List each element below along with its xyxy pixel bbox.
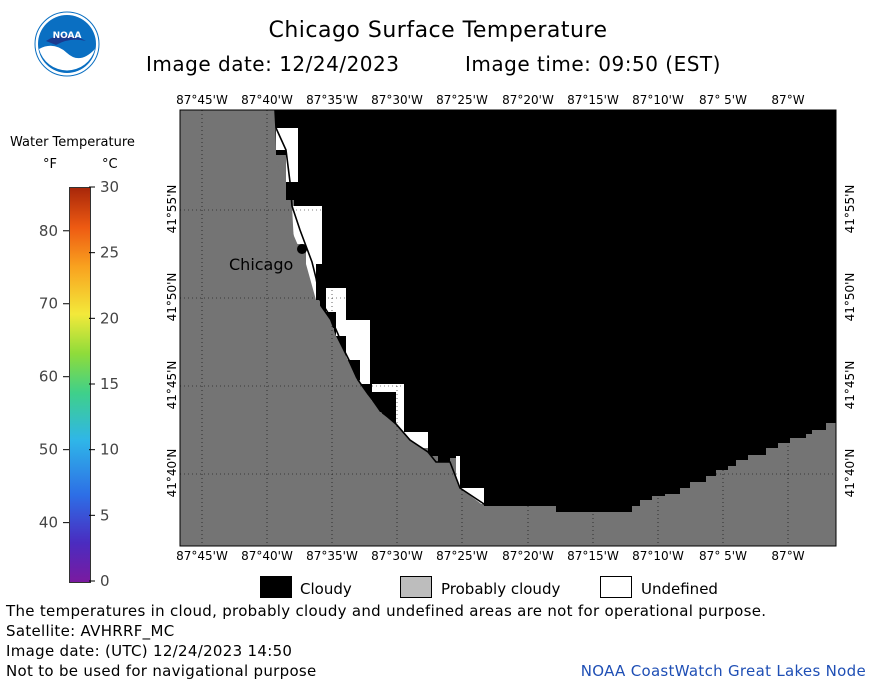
lat-label-right: 41°45'N — [843, 360, 857, 410]
lon-label-bottom: 87°10'W — [632, 549, 684, 563]
lon-label-top: 87° 5'W — [699, 93, 747, 107]
navigation-warning: Not to be used for navigational purpose — [6, 662, 317, 680]
page-title: Chicago Surface Temperature — [268, 18, 608, 43]
lon-label-bottom: 87°35'W — [306, 549, 358, 563]
lat-label-left: 41°45'N — [165, 360, 179, 410]
f-tick-label: 70 — [39, 295, 58, 313]
shoreline — [274, 109, 556, 505]
image-time-label: Image time: 09:50 (EST) — [465, 52, 721, 76]
image-date-label: Image date: 12/24/2023 — [146, 52, 400, 76]
f-tick-label: 50 — [39, 441, 58, 459]
legend-label-undefined: Undefined — [641, 580, 718, 598]
f-tick-label: 60 — [39, 368, 58, 386]
lon-label-top: 87°30'W — [371, 93, 423, 107]
lon-label-top: 87°15'W — [567, 93, 619, 107]
lat-label-right: 41°50'N — [843, 272, 857, 322]
lon-label-top: 87°10'W — [632, 93, 684, 107]
noaa-logo: NOAA — [34, 11, 100, 77]
satellite-text: Satellite: AVHRRF_MC — [6, 622, 175, 640]
colorbar-unit-f: °F — [43, 157, 57, 172]
lon-label-bottom: 87°25'W — [436, 549, 488, 563]
cloud-region — [275, 110, 836, 512]
lon-label-bottom: 87°45'W — [176, 549, 228, 563]
lat-label-right: 41°40'N — [843, 448, 857, 498]
f-tick-label: 40 — [39, 514, 58, 532]
lon-label-bottom: 87°30'W — [371, 549, 423, 563]
f-tick-label: 80 — [39, 222, 58, 240]
lat-label-left: 41°50'N — [165, 272, 179, 322]
colorbar-unit-c: °C — [102, 157, 118, 172]
lon-label-top: 87°W — [771, 93, 805, 107]
legend-swatch-cloudy — [260, 576, 292, 598]
legend-swatch-undefined — [600, 576, 632, 598]
colorbar — [69, 187, 91, 583]
lon-label-top: 87°20'W — [502, 93, 554, 107]
lat-label-left: 41°55'N — [165, 184, 179, 234]
lon-label-bottom: 87°40'W — [241, 549, 293, 563]
lon-label-bottom: 87°20'W — [502, 549, 554, 563]
chicago-label: Chicago — [229, 255, 293, 274]
legend-swatch-probably-cloudy — [400, 576, 432, 598]
chicago-marker — [297, 244, 307, 254]
c-tick-label: 10 — [100, 441, 119, 459]
lon-label-top: 87°40'W — [241, 93, 293, 107]
c-tick-label: 15 — [100, 375, 119, 393]
lon-label-top: 87°25'W — [436, 93, 488, 107]
c-tick-label: 25 — [100, 244, 119, 262]
credit-text: NOAA CoastWatch Great Lakes Node — [580, 662, 866, 680]
legend-label-cloudy: Cloudy — [300, 580, 352, 598]
c-tick-label: 5 — [100, 506, 110, 524]
colorbar-title: Water Temperature — [10, 135, 135, 150]
land-region — [180, 110, 556, 546]
lon-label-top: 87°35'W — [306, 93, 358, 107]
logo-text: NOAA — [53, 31, 82, 41]
legend-label-probably-cloudy: Probably cloudy — [441, 580, 561, 598]
lon-label-bottom: 87°W — [771, 549, 805, 563]
c-tick-label: 0 — [100, 572, 110, 590]
map-panel: Chicago — [179, 109, 837, 547]
graticule — [180, 110, 836, 546]
utc-date-text: Image date: (UTC) 12/24/2023 14:50 — [6, 642, 293, 660]
lon-label-bottom: 87° 5'W — [699, 549, 747, 563]
lon-label-top: 87°45'W — [176, 93, 228, 107]
c-tick-label: 30 — [100, 180, 119, 196]
disclaimer-text: The temperatures in cloud, probably clou… — [6, 602, 767, 620]
undefined-region — [276, 128, 484, 504]
c-tick-label: 20 — [100, 309, 119, 327]
lat-label-right: 41°55'N — [843, 184, 857, 234]
lon-label-bottom: 87°15'W — [567, 549, 619, 563]
lat-label-left: 41°40'N — [165, 448, 179, 498]
